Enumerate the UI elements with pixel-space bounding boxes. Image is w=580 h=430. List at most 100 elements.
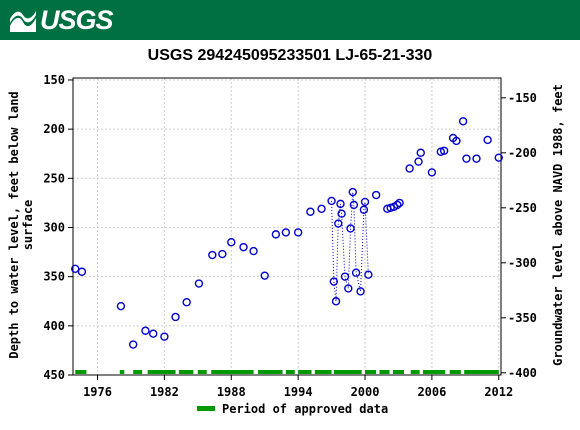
y-left-tick-label: 300 <box>43 220 65 234</box>
data-point <box>416 148 425 157</box>
plot-area <box>72 77 502 376</box>
approved-period-bar <box>379 370 390 374</box>
axis-ticks: 1976 1982 1988 1994 2000 2006 2012 150 200 250 300… <box>43 73 537 399</box>
data-point <box>141 326 150 335</box>
approved-period-bar <box>178 370 194 374</box>
approved-period-bar <box>298 370 312 374</box>
data-point <box>249 246 258 256</box>
data-point <box>128 340 138 349</box>
data-point <box>494 153 503 162</box>
y-left-tick-label: 450 <box>43 368 65 382</box>
data-point <box>427 168 437 177</box>
legend-swatch <box>197 406 215 411</box>
y-right-tick-label: -250 <box>508 201 537 215</box>
x-tick-label: 1982 <box>150 385 179 399</box>
data-point <box>458 117 468 126</box>
approved-period-bar <box>392 370 405 374</box>
approved-period-bar <box>314 370 332 374</box>
data-point <box>260 271 269 280</box>
usgs-logo[interactable]: USGS <box>8 4 114 35</box>
data-point <box>356 287 365 296</box>
approved-period-bar <box>449 370 461 374</box>
grid-lines <box>73 78 501 375</box>
y-left-tick-label: 350 <box>43 270 65 284</box>
approved-period-bar <box>133 370 143 374</box>
x-tick-label: 2006 <box>417 385 446 399</box>
approved-period-bar <box>211 370 254 374</box>
data-point <box>218 249 227 259</box>
data-point <box>149 329 158 338</box>
data-point <box>116 301 126 311</box>
data-point <box>271 230 281 239</box>
data-point <box>414 157 423 166</box>
approved-periods <box>75 370 499 374</box>
data-point <box>337 209 346 218</box>
data-point <box>483 135 492 145</box>
data-point <box>182 298 191 307</box>
data-point <box>71 264 80 273</box>
data-point <box>334 219 343 228</box>
usgs-wave-icon <box>10 11 36 32</box>
y-axis-left-title-line1: Depth to water level, feet below land <box>7 91 21 358</box>
approved-period-bar <box>464 370 499 374</box>
data-point <box>348 187 357 197</box>
y-left-tick-label: 400 <box>43 319 65 333</box>
y-axis-left-title-line2: surface <box>21 200 35 251</box>
data-point <box>393 200 402 210</box>
y-left-tick-label: 250 <box>43 171 65 185</box>
y-left-tick-label: 200 <box>43 122 65 136</box>
legend-label: Period of approved data <box>222 402 388 416</box>
approved-period-bar <box>410 370 420 374</box>
data-point <box>472 154 481 163</box>
data-point <box>364 270 373 279</box>
y-right-tick-label: -400 <box>508 366 537 380</box>
x-tick-label: 2012 <box>484 385 513 399</box>
x-tick-label: 2000 <box>351 385 380 399</box>
approved-period-bar <box>147 370 176 374</box>
y-axis-right-title: Groundwater level above NAVD 1988, feet <box>551 84 565 366</box>
x-tick-label: 1994 <box>284 385 313 399</box>
data-point <box>77 267 87 276</box>
data-point <box>405 164 414 173</box>
groundwater-chart: USGS 294245095233501 LJ-65-21-330 1976 19… <box>7 47 565 416</box>
data-point <box>351 268 361 277</box>
x-tick-label: 1976 <box>83 385 112 399</box>
data-point <box>359 205 369 214</box>
approved-period-bar <box>197 370 207 374</box>
data-point <box>194 279 204 288</box>
usgs-logo-text: USGS <box>40 4 114 35</box>
approved-period-bar <box>285 370 295 374</box>
data-point <box>281 228 291 237</box>
data-point <box>306 207 315 216</box>
data-point <box>344 284 353 293</box>
approved-period-bar <box>75 370 87 374</box>
data-point <box>293 228 303 237</box>
data-points <box>71 117 503 349</box>
data-point <box>395 198 404 208</box>
data-point <box>452 136 461 146</box>
approved-period-bar <box>258 370 283 374</box>
y-right-tick-label: -150 <box>508 91 537 105</box>
data-point <box>208 250 217 260</box>
y-right-tick-label: -350 <box>508 311 537 325</box>
data-point <box>160 332 169 341</box>
approved-period-bar <box>365 370 377 374</box>
data-point <box>360 197 370 207</box>
data-point <box>227 238 236 247</box>
approved-period-bar <box>422 370 446 374</box>
data-point <box>346 224 355 233</box>
data-point <box>331 297 341 306</box>
y-right-tick-label: -300 <box>508 256 537 270</box>
data-point <box>340 272 350 281</box>
y-right-tick-label: -200 <box>508 146 537 160</box>
data-point <box>317 204 326 213</box>
data-point <box>336 199 345 209</box>
data-point <box>239 242 248 252</box>
data-point <box>327 196 336 206</box>
chart-title: USGS 294245095233501 LJ-65-21-330 <box>148 47 433 64</box>
data-point <box>171 312 180 322</box>
data-point <box>371 190 381 200</box>
approved-period-bar <box>119 370 125 374</box>
approved-period-bar <box>333 370 362 374</box>
x-tick-label: 1988 <box>217 385 246 399</box>
